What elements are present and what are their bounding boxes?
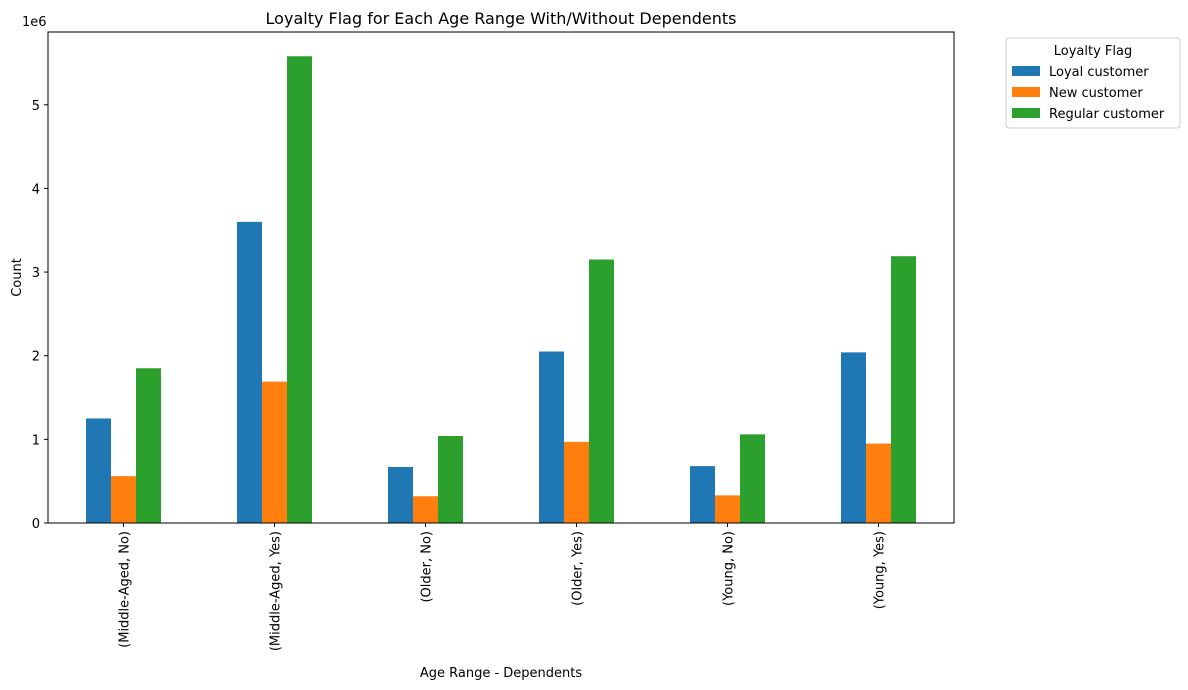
y-axis-ticks: 0 1 2 3 4 5 (32, 99, 48, 532)
y-tick-label: 3 (32, 266, 40, 281)
x-tick-label: (Older, No) (420, 531, 435, 603)
bar (136, 368, 161, 523)
bar (564, 441, 589, 523)
bar (539, 351, 564, 523)
legend-title: Loyalty Flag (1054, 44, 1132, 59)
bar (740, 434, 765, 523)
bar (111, 476, 136, 523)
legend-label: Loyal customer (1049, 65, 1149, 80)
legend: Loyalty Flag Loyal customer New customer R… (1005, 37, 1181, 129)
legend-swatch (1012, 87, 1040, 97)
plot-area-frame (47, 31, 955, 524)
y-tick-label: 4 (32, 182, 40, 197)
bar (86, 418, 111, 523)
chart-title: Loyalty Flag for Each Age Range With/Wit… (266, 9, 737, 28)
bars-group (86, 56, 916, 524)
x-axis-label: Age Range - Dependents (420, 666, 583, 681)
legend-label: Regular customer (1049, 107, 1165, 122)
x-tick-label: (Middle-Aged, No) (118, 531, 133, 648)
bar (690, 466, 715, 523)
bar (237, 221, 262, 523)
y-tick-label: 5 (32, 99, 40, 114)
x-tick-label: (Young, No) (722, 531, 737, 606)
legend-box (1005, 37, 1181, 129)
y-tick-label: 2 (32, 350, 40, 365)
bar (262, 381, 287, 523)
bar (413, 496, 438, 523)
y-axis-offset-label: 1e6 (22, 15, 47, 30)
bar (388, 466, 413, 523)
y-tick-label: 1 (32, 433, 40, 448)
bar (891, 256, 916, 523)
y-axis-label: Count (10, 258, 25, 297)
bar (589, 259, 614, 523)
x-axis-ticks: (Middle-Aged, No) (Middle-Aged, Yes) (Olde… (118, 523, 888, 651)
bar (866, 443, 891, 523)
x-tick-label: (Middle-Aged, Yes) (269, 531, 284, 651)
legend-label: New customer (1049, 86, 1143, 101)
bar (715, 495, 740, 523)
bar (841, 352, 866, 523)
bar (438, 436, 463, 523)
x-tick-label: (Young, Yes) (873, 531, 888, 609)
y-tick-label: 0 (32, 517, 40, 532)
legend-swatch (1012, 108, 1040, 118)
bar (287, 56, 312, 524)
legend-swatch (1012, 66, 1040, 76)
x-tick-label: (Older, Yes) (571, 531, 586, 606)
